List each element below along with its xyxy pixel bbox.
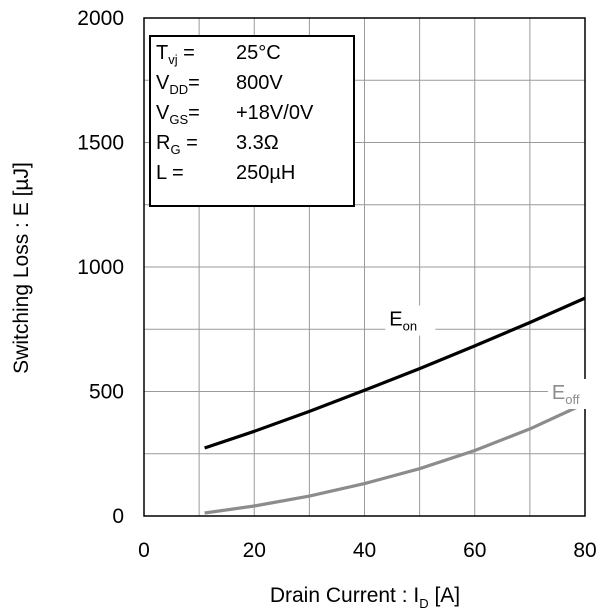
- curve-labels: Eon Eoff: [385, 305, 598, 409]
- series-label-bg: [547, 378, 598, 409]
- series-on-line: [204, 296, 586, 450]
- condition-label: VDD=: [156, 72, 200, 97]
- curves: [204, 296, 586, 515]
- x-tick-label: 40: [353, 539, 376, 562]
- x-tick-label: 80: [573, 539, 596, 562]
- condition-value: 800V: [236, 72, 283, 94]
- x-tick-label: 60: [463, 539, 486, 562]
- y-axis-label: Switching Loss : E [µJ]: [10, 162, 33, 374]
- condition-value: 3.3Ω: [236, 132, 279, 154]
- y-tick-label: 1500: [77, 132, 124, 155]
- plot-frame: [143, 17, 586, 517]
- condition-label: L =: [156, 162, 184, 184]
- x-tick-label: 0: [138, 539, 150, 562]
- y-tick-labels: 0 500 1000 1500 2000: [77, 7, 124, 528]
- condition-label: VGS=: [156, 102, 200, 127]
- condition-value: 250µH: [236, 162, 295, 184]
- condition-value: 25°C: [236, 42, 281, 64]
- x-tick-labels: 0 20 40 60 80: [138, 539, 597, 562]
- series-off-line: [204, 402, 586, 515]
- y-tick-label: 500: [89, 381, 124, 404]
- condition-value: +18V/0V: [236, 102, 314, 124]
- x-axis-label: Drain Current : ID [A]: [270, 584, 460, 611]
- y-tick-label: 1000: [77, 256, 124, 279]
- series-off-label: Eoff: [552, 382, 580, 407]
- condition-label: RG =: [156, 132, 198, 157]
- series-label-bg: [385, 305, 436, 336]
- series-on-label: Eon: [389, 309, 417, 334]
- condition-label: Tvj =: [156, 42, 195, 67]
- conditions-box: Tvj = 25°C VDD= 800V VGS= +18V/0V RG = 3.3Ω L = 2…: [149, 35, 355, 207]
- y-tick-label: 2000: [77, 7, 124, 30]
- conditions-box-frame: [149, 35, 355, 207]
- x-tick-label: 20: [243, 539, 266, 562]
- y-tick-label: 0: [112, 505, 124, 528]
